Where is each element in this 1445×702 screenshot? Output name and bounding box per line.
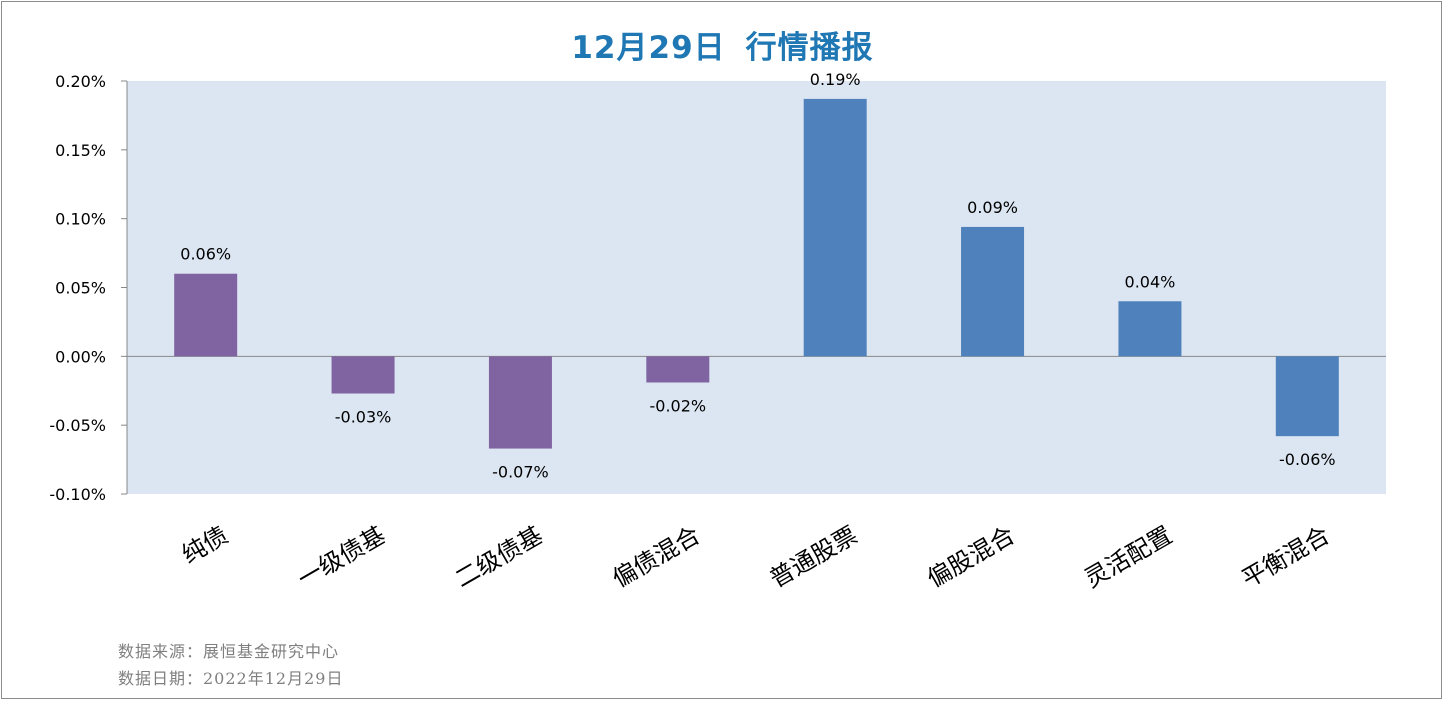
y-tick-label: 0.10% [55, 210, 106, 229]
category-label: 灵活配置 [1080, 521, 1177, 593]
category-label: 一级债基 [293, 521, 390, 593]
y-tick-label: 0.00% [55, 347, 106, 366]
bar [1118, 301, 1182, 357]
data-label: 0.06% [180, 245, 231, 264]
bar [646, 356, 710, 383]
date-note: 数据日期：2022年12月29日 [118, 669, 344, 688]
bar [488, 356, 552, 449]
data-label: -0.02% [650, 396, 707, 415]
category-label: 二级债基 [450, 521, 547, 593]
data-label: 0.04% [1125, 272, 1176, 291]
bar [961, 226, 1025, 357]
category-label: 偏股混合 [922, 521, 1019, 593]
category-label: 平衡混合 [1237, 521, 1334, 593]
chart-title: 12月29日 行情播报 [0, 22, 1445, 67]
y-tick-label: 0.20% [55, 72, 106, 91]
data-label: -0.03% [335, 408, 392, 427]
chart-footer: 数据来源：展恒基金研究中心 数据日期：2022年12月29日 [118, 638, 343, 692]
y-tick-label: 0.15% [55, 141, 106, 160]
category-label: 普通股票 [765, 521, 862, 593]
bar [331, 356, 395, 394]
bar [1275, 356, 1339, 437]
title-text: 行情播报 [745, 30, 874, 66]
category-label: 偏债混合 [608, 521, 705, 593]
category-label: 纯债 [177, 521, 233, 569]
y-tick-label: -0.10% [49, 485, 106, 504]
data-label: -0.07% [492, 463, 549, 482]
data-label: 0.19% [810, 70, 861, 89]
source-note: 数据来源：展恒基金研究中心 [118, 642, 340, 661]
data-label: -0.06% [1279, 450, 1336, 469]
y-tick-label: 0.05% [55, 279, 106, 298]
y-tick-label: -0.05% [49, 416, 106, 435]
title-date: 12月29日 [571, 30, 726, 66]
bar [174, 273, 238, 357]
plot-area [127, 81, 1386, 494]
bar [803, 98, 867, 357]
data-label: 0.09% [967, 198, 1018, 217]
